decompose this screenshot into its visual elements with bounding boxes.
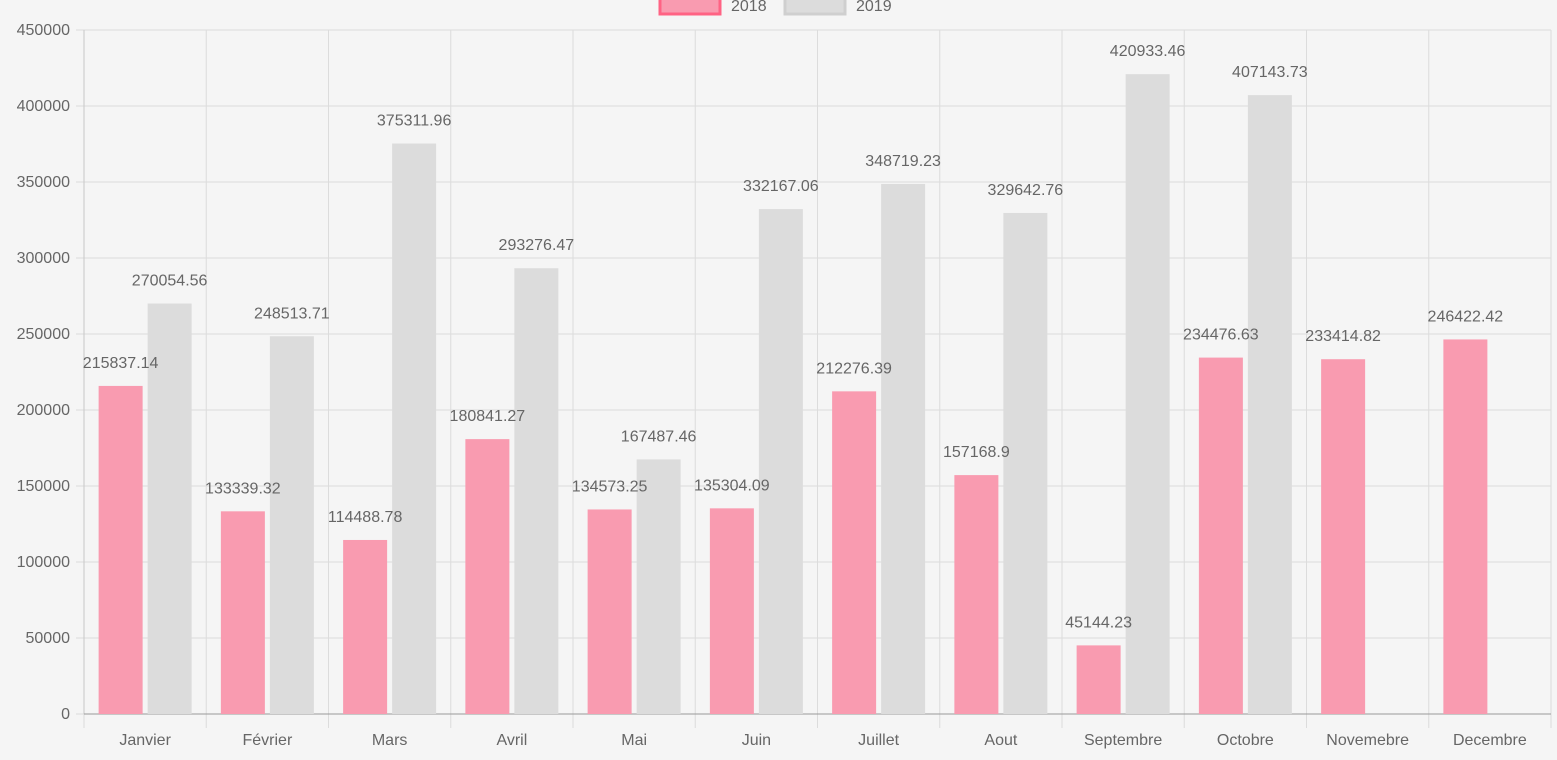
x-tick-label: Novemebre: [1326, 732, 1409, 749]
data-label: 293276.47: [499, 237, 575, 254]
data-label: 248513.71: [254, 305, 330, 322]
data-label: 270054.56: [132, 273, 208, 290]
bars: [98, 74, 1488, 715]
legend-label: 2019: [856, 0, 892, 15]
x-tick-label: Octobre: [1217, 732, 1274, 749]
data-label: 420933.46: [1110, 43, 1186, 60]
bar-2018-Juin[interactable]: [709, 508, 754, 714]
bar-2019-Septembre[interactable]: [1125, 74, 1170, 714]
bar-2018-Septembre[interactable]: [1076, 645, 1121, 714]
data-label: 246422.42: [1428, 308, 1504, 325]
bar-2018-Février[interactable]: [220, 511, 265, 714]
y-tick-label: 150000: [17, 478, 70, 495]
data-label: 233414.82: [1305, 328, 1381, 345]
data-label: 215837.14: [83, 355, 159, 372]
grid-lines: [76, 29, 1552, 728]
data-labels: 215837.14 133339.32 114488.78 180841.27 1345…: [83, 43, 1503, 631]
x-tick-label: Avril: [496, 732, 527, 749]
bar-2019-Janvier[interactable]: [147, 303, 192, 714]
x-tick-label: Mai: [621, 732, 647, 749]
y-tick-label: 400000: [17, 98, 70, 115]
bar-2019-Aout[interactable]: [1003, 212, 1048, 715]
bar-2019-Octobre[interactable]: [1247, 95, 1292, 714]
data-label: 133339.32: [205, 480, 281, 497]
data-label: 375311.96: [377, 113, 452, 130]
bar-2018-Aout[interactable]: [954, 475, 999, 714]
data-label: 180841.27: [450, 408, 526, 425]
data-label: 135304.09: [694, 477, 770, 494]
x-tick-label: Février: [242, 732, 292, 749]
legend-label: 2018: [731, 0, 767, 15]
bar-2018-Mars[interactable]: [343, 539, 388, 714]
y-tick-label: 50000: [26, 630, 71, 647]
data-label: 134573.25: [572, 478, 648, 495]
data-label: 212276.39: [816, 360, 892, 377]
bar-2019-Mars[interactable]: [392, 143, 437, 714]
data-label: 114488.78: [328, 509, 403, 526]
y-tick-label: 450000: [17, 22, 70, 39]
legend-swatch: [658, 0, 722, 16]
bar-2018-Juillet[interactable]: [832, 391, 877, 714]
bar-2019-Juillet[interactable]: [881, 183, 926, 714]
bar-2018-Avril[interactable]: [465, 439, 510, 714]
bar-2018-Decembre[interactable]: [1443, 339, 1488, 714]
bar-2018-Novemebre[interactable]: [1321, 359, 1366, 714]
y-tick-label: 300000: [17, 250, 70, 267]
y-tick-label: 0: [61, 706, 70, 723]
bar-2018-Octobre[interactable]: [1198, 357, 1243, 714]
y-tick-label: 250000: [17, 326, 70, 343]
x-tick-label: Juillet: [858, 732, 899, 749]
data-label: 332167.06: [743, 178, 819, 195]
y-tick-label: 200000: [17, 402, 70, 419]
data-label: 45144.23: [1065, 614, 1132, 631]
bar-2018-Janvier[interactable]: [98, 385, 143, 714]
bar-2018-Mai[interactable]: [587, 509, 632, 714]
y-axis: 0 50000 100000 150000 200000 250000 300000 3500…: [17, 22, 85, 723]
y-tick-label: 350000: [17, 174, 70, 191]
data-label: 348719.23: [865, 153, 941, 170]
legend-item-2018[interactable]: 2018: [658, 0, 767, 16]
data-label: 234476.63: [1183, 327, 1259, 344]
x-tick-label: Septembre: [1084, 732, 1162, 749]
data-label: 157168.9: [943, 444, 1010, 461]
data-label: 329642.76: [988, 182, 1064, 199]
x-axis: Janvier Février Mars Avril Mai Juin Juillet Aou…: [84, 713, 1551, 749]
bar-2019-Février[interactable]: [269, 336, 314, 714]
x-tick-label: Juin: [742, 732, 771, 749]
x-tick-label: Decembre: [1453, 732, 1527, 749]
x-tick-label: Aout: [984, 732, 1017, 749]
x-tick-label: Mars: [372, 732, 408, 749]
bar-2019-Juin[interactable]: [758, 209, 803, 714]
bar-2019-Avril[interactable]: [514, 268, 559, 714]
data-label: 407143.73: [1232, 64, 1308, 81]
y-tick-label: 100000: [17, 554, 70, 571]
bar-2019-Mai[interactable]: [636, 459, 681, 714]
legend-swatch: [783, 0, 847, 16]
legend: 2018 2019: [658, 0, 892, 16]
x-tick-label: Janvier: [119, 732, 171, 749]
data-label: 167487.46: [621, 428, 697, 445]
legend-item-2019[interactable]: 2019: [783, 0, 892, 16]
